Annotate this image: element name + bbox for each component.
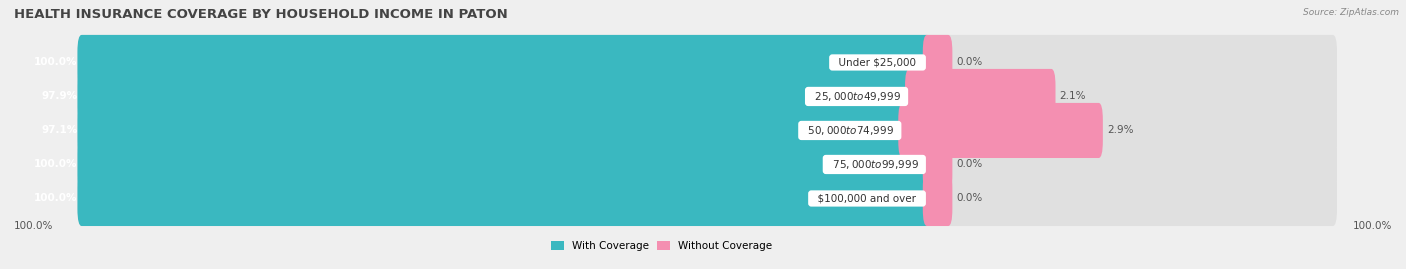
Text: 0.0%: 0.0% (956, 58, 983, 68)
Text: 100.0%: 100.0% (34, 160, 77, 169)
FancyBboxPatch shape (77, 35, 931, 90)
FancyBboxPatch shape (922, 171, 952, 226)
FancyBboxPatch shape (77, 137, 931, 192)
Legend: With Coverage, Without Coverage: With Coverage, Without Coverage (547, 237, 776, 255)
Text: $50,000 to $74,999: $50,000 to $74,999 (801, 124, 898, 137)
Text: Source: ZipAtlas.com: Source: ZipAtlas.com (1303, 8, 1399, 17)
FancyBboxPatch shape (905, 69, 1056, 124)
Text: $25,000 to $49,999: $25,000 to $49,999 (808, 90, 905, 103)
Text: HEALTH INSURANCE COVERAGE BY HOUSEHOLD INCOME IN PATON: HEALTH INSURANCE COVERAGE BY HOUSEHOLD I… (14, 8, 508, 21)
FancyBboxPatch shape (922, 137, 952, 192)
Text: 100.0%: 100.0% (14, 221, 53, 231)
Text: 100.0%: 100.0% (34, 58, 77, 68)
Text: 2.9%: 2.9% (1107, 125, 1133, 136)
FancyBboxPatch shape (898, 103, 1102, 158)
Text: 0.0%: 0.0% (956, 160, 983, 169)
Text: 100.0%: 100.0% (34, 193, 77, 203)
FancyBboxPatch shape (922, 35, 952, 90)
FancyBboxPatch shape (77, 103, 1337, 158)
FancyBboxPatch shape (77, 69, 914, 124)
Text: 97.9%: 97.9% (41, 91, 77, 101)
FancyBboxPatch shape (77, 103, 907, 158)
FancyBboxPatch shape (77, 171, 931, 226)
Text: 100.0%: 100.0% (1353, 221, 1392, 231)
Text: 0.0%: 0.0% (956, 193, 983, 203)
FancyBboxPatch shape (77, 137, 1337, 192)
FancyBboxPatch shape (77, 35, 1337, 90)
FancyBboxPatch shape (77, 69, 1337, 124)
FancyBboxPatch shape (77, 171, 1337, 226)
Text: Under $25,000: Under $25,000 (832, 58, 922, 68)
Text: $75,000 to $99,999: $75,000 to $99,999 (825, 158, 922, 171)
Text: $100,000 and over: $100,000 and over (811, 193, 922, 203)
Text: 97.1%: 97.1% (41, 125, 77, 136)
Text: 2.1%: 2.1% (1060, 91, 1087, 101)
